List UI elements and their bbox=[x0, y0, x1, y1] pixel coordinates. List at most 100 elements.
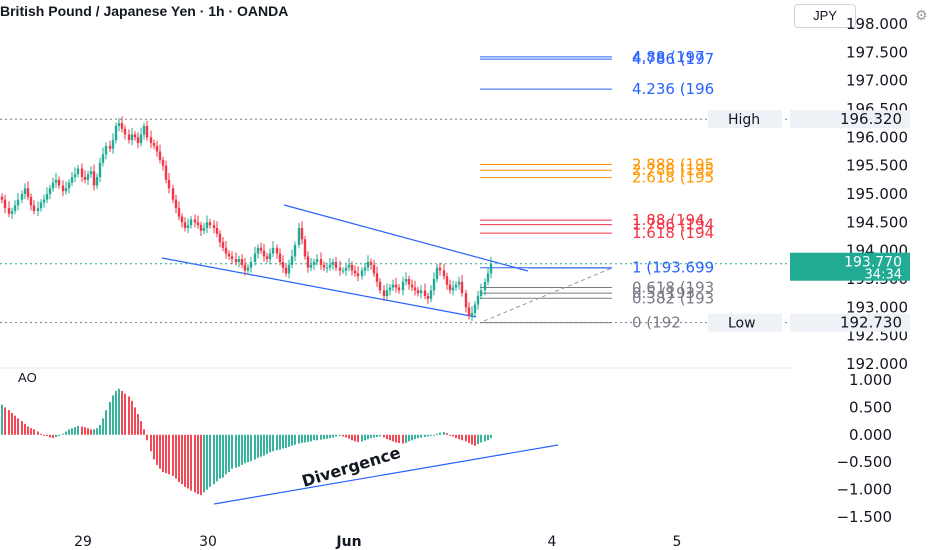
candle-body bbox=[227, 253, 231, 257]
candle-body bbox=[312, 262, 316, 265]
candle-body bbox=[139, 134, 143, 143]
ao-bar bbox=[351, 434, 353, 441]
candle-body bbox=[369, 262, 373, 265]
candle-body bbox=[366, 262, 370, 268]
ao-bar bbox=[433, 434, 435, 436]
ao-bar bbox=[357, 434, 359, 442]
candle-body bbox=[356, 273, 360, 277]
candle-body bbox=[186, 225, 190, 228]
fib-level-label: 1.88 (194 bbox=[632, 211, 705, 229]
ao-bar bbox=[298, 434, 300, 444]
candle-body bbox=[281, 262, 285, 268]
ao-bar bbox=[443, 432, 445, 435]
ao-indicator-label[interactable]: AO bbox=[18, 370, 37, 385]
candle-body bbox=[268, 253, 272, 260]
ao-bar bbox=[46, 434, 48, 436]
candle-body bbox=[275, 247, 279, 254]
ao-bar bbox=[62, 433, 64, 435]
ao-bar bbox=[417, 434, 419, 439]
last-price-badge-bg bbox=[790, 252, 910, 281]
candle-body bbox=[407, 279, 411, 285]
candle-body bbox=[101, 154, 105, 163]
ao-bar bbox=[326, 434, 328, 439]
ao-bar bbox=[55, 434, 57, 437]
ao-bar bbox=[439, 432, 441, 435]
ao-bar bbox=[446, 433, 448, 435]
ao-bar bbox=[165, 434, 167, 474]
candle-body bbox=[199, 225, 203, 231]
chart-title: British Pound / Japanese Yen · 1h · OAND… bbox=[0, 3, 289, 19]
candle-body bbox=[360, 270, 364, 277]
candle-body bbox=[36, 208, 40, 211]
ao-bar bbox=[1, 404, 3, 435]
ao-bar bbox=[402, 434, 404, 444]
ao-bar bbox=[329, 434, 331, 439]
candle-body bbox=[171, 188, 175, 200]
ao-bar bbox=[272, 434, 274, 452]
ao-bar bbox=[49, 434, 51, 438]
candle-body bbox=[325, 267, 329, 269]
ao-bar bbox=[58, 434, 60, 436]
ao-bar bbox=[159, 434, 161, 469]
ao-bar bbox=[219, 434, 221, 479]
ao-bar bbox=[339, 434, 341, 436]
candle-body bbox=[42, 199, 46, 203]
candle-body bbox=[378, 281, 382, 291]
candle-body bbox=[401, 281, 405, 291]
ao-bar bbox=[105, 410, 107, 435]
candle-body bbox=[158, 151, 162, 160]
ao-bar bbox=[112, 395, 114, 435]
ao-bar bbox=[392, 434, 394, 442]
gear-icon: ⚙ bbox=[915, 8, 928, 24]
ao-bar bbox=[168, 434, 170, 475]
candle-body bbox=[432, 279, 436, 291]
currency-selector[interactable]: JPY bbox=[794, 4, 856, 28]
candle-body bbox=[328, 264, 332, 268]
ao-bar bbox=[118, 388, 120, 435]
candle-body bbox=[479, 290, 483, 296]
ao-bar bbox=[335, 434, 337, 437]
candle-body bbox=[237, 259, 241, 262]
candle-body bbox=[164, 165, 168, 180]
ao-bar bbox=[197, 434, 199, 494]
fib-level-label: 4.236 (196 bbox=[632, 80, 714, 98]
candle-body bbox=[212, 225, 216, 228]
ao-bar bbox=[156, 434, 158, 465]
fib-level-label: 0.5 (193 bbox=[632, 284, 695, 302]
candle-body bbox=[180, 216, 184, 223]
candle-body bbox=[98, 162, 102, 177]
candle-body bbox=[177, 208, 181, 217]
candle-body bbox=[363, 267, 367, 271]
candle-body bbox=[404, 279, 408, 282]
candle-body bbox=[473, 304, 477, 313]
ao-bar bbox=[361, 434, 363, 442]
fib-level-label: 1 (193.699 bbox=[632, 259, 714, 277]
ao-bar bbox=[294, 434, 296, 445]
low-tag-label: Low bbox=[728, 316, 756, 332]
candle-body bbox=[423, 290, 427, 296]
candle-body bbox=[130, 134, 134, 141]
candle-body bbox=[230, 256, 234, 260]
ao-bar bbox=[408, 434, 410, 442]
candle-body bbox=[16, 199, 20, 206]
candle-body bbox=[92, 171, 96, 186]
ao-bar bbox=[172, 434, 174, 476]
ao-bar bbox=[455, 434, 457, 439]
candle-body bbox=[394, 284, 398, 288]
candle-body bbox=[306, 256, 310, 268]
ao-axis-tick: 0.000 bbox=[849, 426, 892, 444]
ao-bar bbox=[307, 434, 309, 442]
price-axis-tick: 196.000 bbox=[846, 128, 908, 146]
candle-body bbox=[215, 228, 219, 234]
candle-body bbox=[338, 267, 342, 271]
candle-body bbox=[104, 145, 108, 155]
ao-bar bbox=[332, 434, 334, 438]
ao-bar bbox=[93, 429, 95, 435]
ao-bar bbox=[43, 434, 45, 436]
ao-bar bbox=[288, 434, 290, 447]
projection-dashed-line bbox=[483, 267, 613, 322]
last-price-value: 193.770 bbox=[844, 255, 902, 271]
ao-bar bbox=[131, 400, 133, 435]
candle-body bbox=[300, 228, 304, 240]
